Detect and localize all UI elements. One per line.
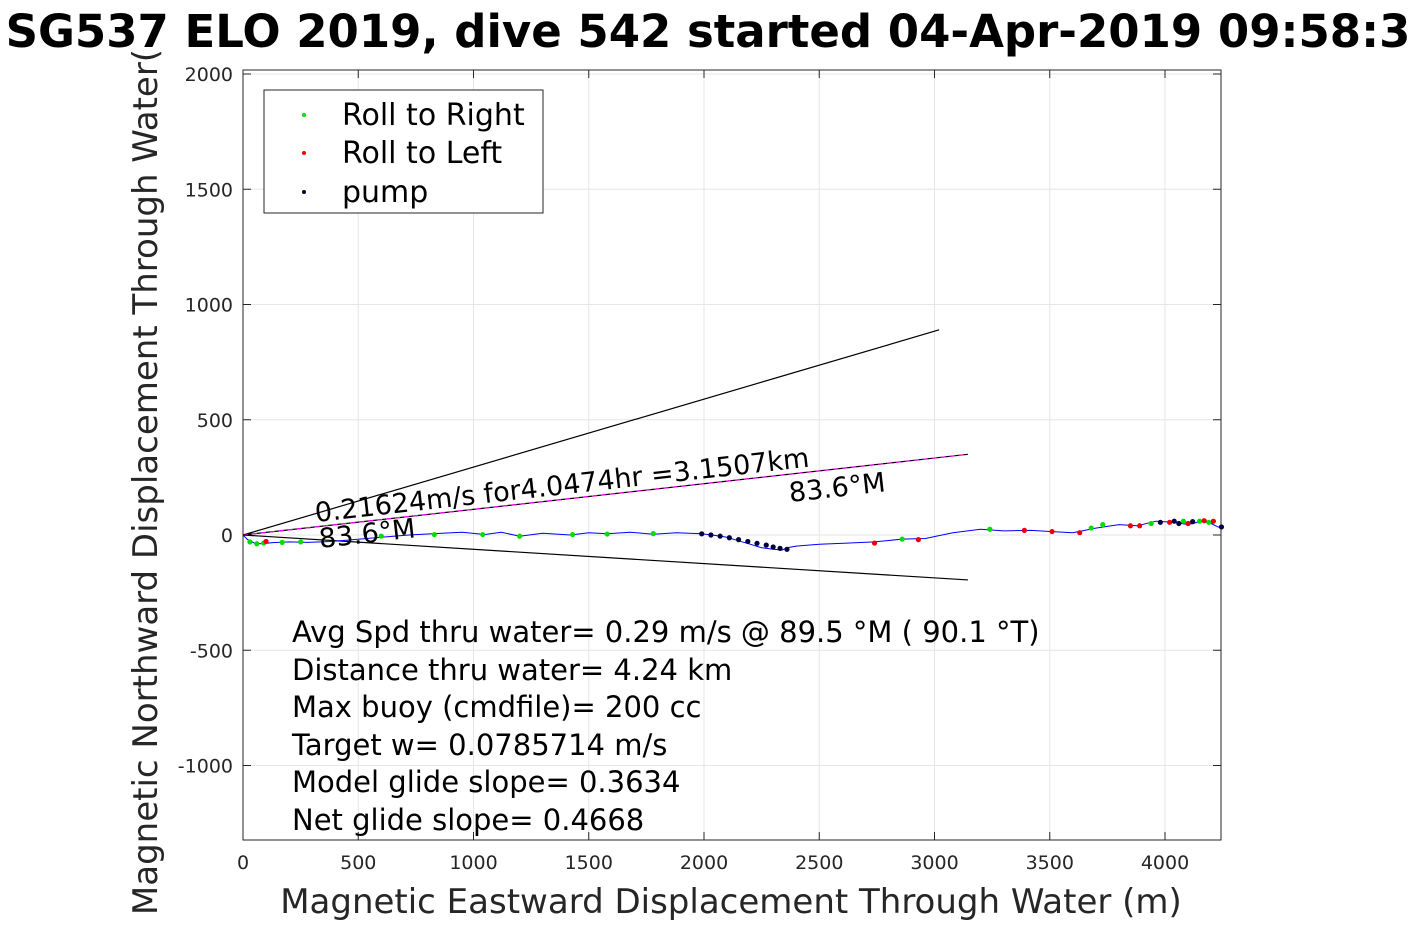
x-tick-label: 1500 — [565, 852, 613, 874]
heading-line-overlay — [242, 453, 968, 536]
y-tick-label: 1000 — [185, 295, 233, 317]
pump-point — [717, 533, 723, 539]
roll-right-point — [247, 539, 253, 545]
roll-right-point — [1088, 525, 1094, 531]
legend-marker-pump — [302, 190, 306, 194]
pump-point — [1218, 524, 1225, 530]
dive-statistics: Avg Spd thru water= 0.29 m/s @ 89.5 °M (… — [291, 615, 1040, 837]
roll-left-point — [1137, 523, 1143, 529]
stat-max-buoy: Max buoy (cmdfile)= 200 cc — [292, 690, 701, 724]
roll-right-point — [298, 539, 304, 545]
axis-ticks: 0 500 1000 1500 2000 2500 3000 3500 4000 2000 1500… — [178, 64, 1221, 874]
plot-area — [242, 69, 1222, 841]
y-tick-label: 0 — [221, 525, 233, 547]
stat-avg-speed: Avg Spd thru water= 0.29 m/s @ 89.5 °M (… — [292, 615, 1040, 649]
roll-left-point — [915, 537, 921, 543]
pump-point — [784, 546, 790, 552]
pump-point — [763, 542, 769, 548]
pump-point — [735, 537, 742, 543]
roll-right-point — [1148, 520, 1154, 527]
roll-right-point — [1180, 518, 1187, 524]
pump-point — [745, 538, 751, 545]
pump-point — [777, 545, 783, 551]
roll-right-point — [570, 531, 576, 538]
pump-point — [770, 544, 776, 550]
legend-box — [263, 89, 544, 214]
x-tick-label: 3500 — [1026, 852, 1074, 874]
roll-left-point — [1049, 528, 1055, 535]
pump-point — [1171, 518, 1177, 524]
y-tick-label: 500 — [197, 410, 233, 432]
stat-distance: Distance thru water= 4.24 km — [292, 653, 732, 687]
y-tick-label: -500 — [190, 640, 233, 662]
roll-right-point — [378, 533, 384, 539]
legend: Roll to Right Roll to Left pump — [263, 89, 544, 214]
legend-label-roll-right: Roll to Right — [342, 98, 525, 133]
marker-series — [247, 518, 1225, 552]
y-tick-label: 1500 — [185, 179, 233, 201]
roll-right-point — [279, 539, 285, 545]
pump-point — [1176, 520, 1182, 527]
track-series — [242, 520, 1222, 551]
pump-point — [726, 535, 732, 541]
x-axis-label: Magnetic Eastward Displacement Through W… — [280, 882, 1182, 922]
legend-label-pump: pump — [342, 175, 428, 210]
legend-marker-roll-left — [302, 151, 306, 155]
pump-point — [708, 532, 714, 538]
roll-left-point — [263, 538, 269, 545]
roll-right-point — [1100, 522, 1106, 528]
roll-left-point — [1021, 527, 1027, 533]
roll-right-point — [1196, 518, 1203, 524]
roll-right-point — [431, 531, 437, 538]
legend-label-roll-left: Roll to Left — [342, 136, 502, 171]
x-tick-label: 4000 — [1141, 852, 1189, 874]
legend-marker-roll-right — [302, 113, 306, 117]
stat-model-glide-slope: Model glide slope= 0.3634 — [292, 765, 680, 799]
roll-left-point — [1201, 518, 1207, 524]
y-axis-label: Magnetic Northward Displacement Through … — [126, 49, 166, 915]
roll-left-point — [1127, 523, 1134, 529]
roll-right-point — [604, 531, 610, 537]
heading-line-0 — [242, 329, 940, 536]
roll-right-point — [1206, 519, 1212, 525]
pump-point — [1157, 519, 1163, 525]
pump-point — [699, 531, 705, 537]
roll-right-point — [987, 526, 993, 532]
roll-left-point — [1185, 520, 1191, 527]
x-tick-label: 3000 — [910, 852, 958, 874]
x-tick-label: 0 — [237, 852, 249, 874]
heading-lines — [242, 329, 968, 581]
x-tick-label: 1000 — [449, 852, 497, 874]
roll-right-point — [650, 531, 656, 537]
roll-right-point — [517, 533, 523, 539]
roll-right-point — [480, 531, 486, 538]
x-tick-label: 2000 — [680, 852, 728, 874]
roll-right-point — [899, 536, 905, 542]
roll-left-point — [1210, 518, 1217, 524]
stat-target-w: Target w= 0.0785714 m/s — [291, 728, 667, 762]
x-tick-label: 500 — [340, 852, 376, 874]
roll-left-point — [1077, 530, 1083, 536]
pump-point — [1190, 519, 1196, 525]
chart-title: SG537 ELO 2019, dive 542 started 04-Apr-… — [6, 5, 1411, 58]
y-tick-label: -1000 — [178, 756, 233, 778]
roll-left-point — [871, 540, 878, 546]
heading-line-2 — [242, 534, 968, 581]
roll-right-point — [254, 541, 260, 547]
y-tick-label: 2000 — [185, 64, 233, 86]
track-line — [242, 520, 1222, 551]
stat-net-glide-slope: Net glide slope= 0.4668 — [292, 803, 644, 837]
pump-point — [754, 540, 760, 546]
roll-left-point — [1167, 519, 1173, 525]
x-tick-label: 2500 — [795, 852, 843, 874]
